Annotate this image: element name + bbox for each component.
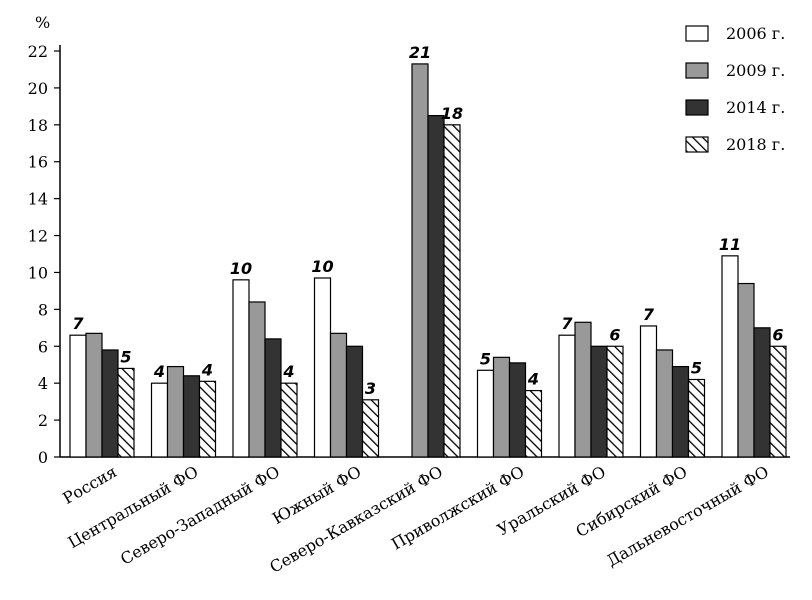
data-label: 7 (561, 314, 573, 333)
bar-3-1 (329, 332, 348, 458)
y-tick-label: 8 (38, 300, 48, 319)
category-label: Россия (59, 462, 120, 508)
data-label: 7 (72, 314, 84, 333)
bar-0-2 (101, 349, 119, 458)
bar-4-3 (443, 124, 461, 458)
bars (69, 63, 787, 458)
y-tick-label: 4 (38, 374, 48, 393)
y-tick-label: 2 (38, 411, 48, 430)
y-tick-label: 20 (28, 79, 48, 98)
bar-5-1 (492, 356, 511, 458)
data-label: 7 (643, 305, 655, 324)
bar-8-3 (769, 345, 787, 458)
bar-3-3 (361, 399, 380, 458)
bar-7-0 (639, 325, 658, 458)
bar-8-1 (737, 282, 755, 458)
y-tick-label: 0 (38, 448, 48, 467)
bar-7-2 (671, 365, 690, 458)
data-labels: 7 5 4 4 10 4 10 3 21 18 5 4 7 6 7 5 11 6 (72, 43, 783, 398)
legend-label: 2018 г. (726, 135, 785, 154)
data-label: 4 (282, 362, 294, 381)
y-tick-label: 10 (28, 263, 48, 282)
legend-swatch (685, 99, 709, 116)
data-label: 6 (609, 325, 620, 344)
bar-0-0 (69, 334, 87, 458)
data-label: 6 (772, 325, 783, 344)
y-tick-label: 12 (28, 227, 48, 246)
bar-2-0 (232, 279, 250, 458)
bar-5-3 (524, 389, 543, 458)
legend-swatch (685, 136, 709, 153)
y-tick-label: 14 (28, 190, 48, 209)
bar-1-1 (166, 365, 185, 458)
legend: 2006 г. 2009 г. 2014 г. 2018 г. (685, 24, 785, 154)
legend-label: 2009 г. (726, 61, 785, 80)
bar-4-2 (427, 114, 445, 458)
y-tick-label: 6 (38, 337, 48, 356)
bar-6-2 (590, 345, 608, 458)
bar-2-2 (264, 338, 282, 458)
bar-7-3 (687, 378, 706, 458)
y-tick-label: 16 (28, 153, 48, 172)
data-label: 4 (201, 360, 213, 379)
bar-0-3 (117, 367, 135, 458)
bar-6-0 (558, 334, 576, 458)
bar-5-2 (508, 362, 527, 458)
legend-swatch (685, 62, 709, 79)
bar-2-3 (280, 382, 298, 458)
bar-3-2 (345, 345, 364, 458)
legend-label: 2014 г. (726, 98, 785, 117)
bar-8-0 (721, 255, 739, 458)
bar-6-1 (574, 321, 592, 458)
data-label: 5 (120, 347, 131, 366)
bar-1-2 (182, 375, 201, 458)
bar-1-3 (198, 380, 217, 458)
y-tick-label: 22 (28, 42, 48, 61)
data-label: 5 (691, 358, 702, 377)
data-label: 10 (311, 257, 333, 276)
bar-8-2 (753, 327, 771, 458)
bar-3-0 (313, 277, 332, 458)
category-label: Центральный ФО (65, 462, 202, 552)
data-label: 11 (719, 235, 741, 254)
bar-1-0 (150, 382, 169, 458)
axes: 0 2 4 6 8 10 12 14 16 18 20 22 (28, 42, 790, 467)
data-label: 5 (480, 349, 491, 368)
data-label: 18 (441, 104, 463, 123)
bar-5-0 (476, 369, 495, 458)
data-label: 10 (230, 259, 252, 278)
bar-0-1 (85, 332, 103, 458)
data-label: 4 (527, 370, 539, 389)
y-tick-label: 18 (28, 116, 48, 135)
y-axis-unit-label: % (35, 13, 50, 32)
bar-6-3 (606, 345, 624, 458)
bar-7-1 (655, 349, 674, 458)
data-label: 4 (153, 362, 165, 381)
legend-swatch (685, 25, 709, 42)
bar-4-1 (411, 63, 429, 458)
category-label: Приволжский ФО (388, 462, 528, 554)
legend-label: 2006 г. (726, 24, 785, 43)
bar-2-1 (248, 301, 266, 458)
data-label: 3 (365, 379, 376, 398)
data-label: 21 (409, 43, 431, 62)
